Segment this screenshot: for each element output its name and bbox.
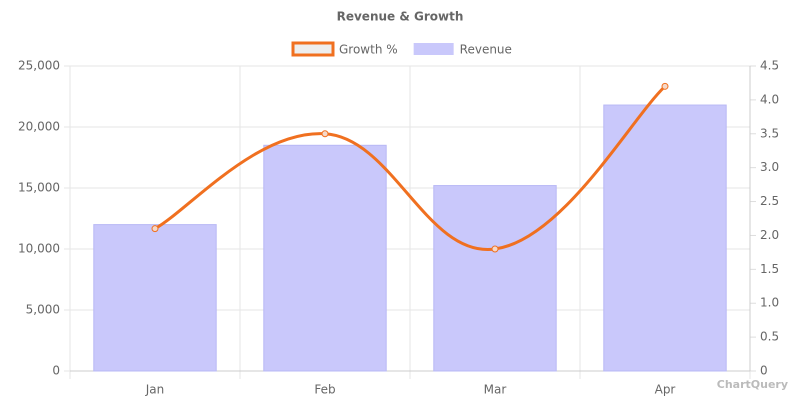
y-tick-label: 20,000 (18, 120, 60, 134)
x-tick-label: Apr (655, 383, 676, 397)
point (661, 82, 669, 90)
legend-label: Revenue (460, 43, 512, 57)
y2-tick-label: 0 (760, 364, 768, 378)
y2-tick-label: 0.5 (760, 330, 779, 344)
point (321, 130, 329, 138)
x-tick-label: Feb (314, 383, 335, 397)
y2-tick-label: 2.5 (760, 194, 779, 208)
y2-tick-label: 4.5 (760, 59, 779, 73)
bar (433, 185, 557, 372)
chart-title: Revenue & Growth (337, 10, 464, 24)
y2-tick-label: 3.0 (760, 160, 779, 174)
bar (93, 224, 217, 372)
y-tick-label: 5,000 (26, 303, 60, 317)
y2-tick-label: 2.0 (760, 228, 779, 242)
y-tick-label: 15,000 (18, 181, 60, 195)
x-tick-label: Mar (484, 383, 507, 397)
y2-tick-label: 1.0 (760, 296, 779, 310)
bar (603, 104, 727, 372)
line (154, 85, 667, 251)
legend-swatch (413, 43, 454, 55)
y2-tick-label: 1.5 (760, 262, 779, 276)
legend-swatch (291, 41, 335, 57)
bar (263, 144, 387, 372)
x-tick-label: Jan (145, 383, 165, 397)
watermark: ChartQuery (717, 378, 788, 391)
y2-tick-label: 3.5 (760, 126, 779, 140)
y2-tick-label: 4.0 (760, 92, 779, 106)
point (151, 225, 159, 233)
y-tick-label: 0 (52, 364, 60, 378)
point (491, 245, 499, 253)
y-tick-label: 25,000 (18, 59, 60, 73)
legend-label: Growth % (339, 43, 398, 57)
y-tick-label: 10,000 (18, 242, 60, 256)
